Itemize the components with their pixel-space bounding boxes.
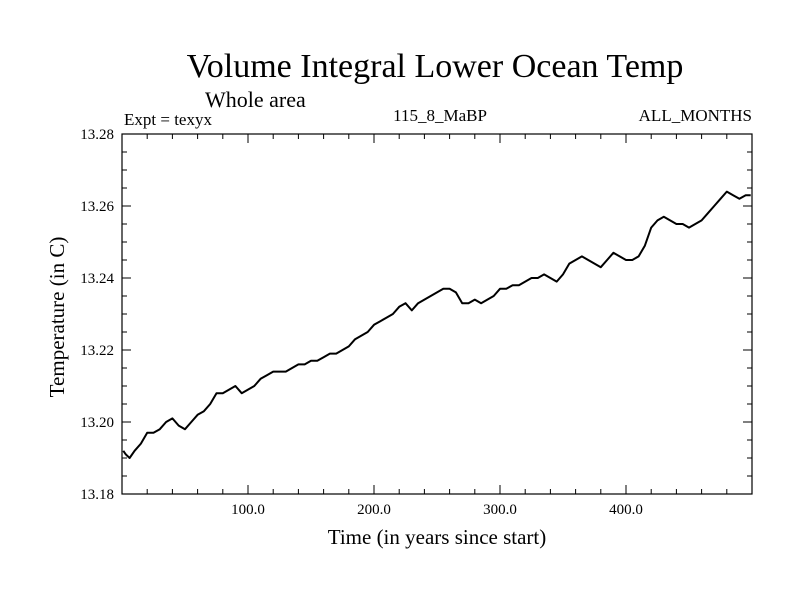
y-axis-label: Temperature (in C): [45, 237, 69, 398]
y-tick-label: 13.24: [80, 271, 114, 287]
chart-subtitle: Whole area: [205, 87, 306, 112]
y-tick-label: 13.28: [80, 127, 114, 143]
run-label: 115_8_MaBP: [393, 106, 487, 125]
x-tick-label: 300.0: [483, 502, 517, 518]
series-line: [122, 190, 751, 459]
y-tick-label: 13.18: [80, 487, 114, 503]
x-axis-ticks: 100.0 200.0 300.0 400.0: [146, 134, 728, 518]
chart-title: Volume Integral Lower Ocean Temp: [187, 48, 684, 85]
plot-frame: [121, 133, 753, 495]
y-axis-ticks: 13.18 13.20 13.22 13.24 13.26 13.28: [80, 127, 752, 503]
x-tick-label: 100.0: [231, 502, 265, 518]
x-axis-label: Time (in years since start): [328, 525, 547, 549]
y-tick-label: 13.22: [80, 343, 114, 359]
y-tick-label: 13.20: [80, 415, 114, 431]
y-tick-label: 13.26: [80, 199, 114, 215]
expt-label: Expt = texyx: [124, 110, 212, 129]
period-label: ALL_MONTHS: [639, 106, 752, 125]
x-tick-label: 200.0: [357, 502, 391, 518]
x-tick-label: 400.0: [609, 502, 643, 518]
